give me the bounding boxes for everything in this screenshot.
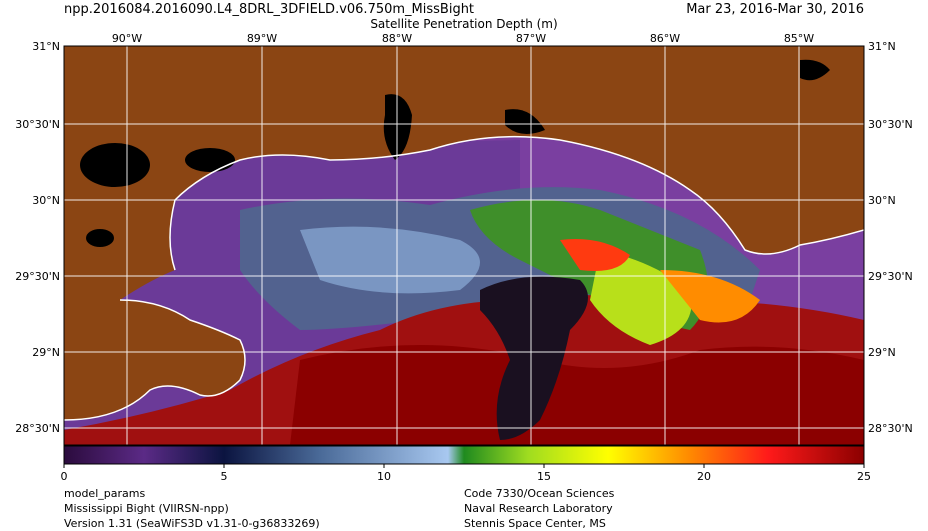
footer-line: Version 1.31 (SeaWiFS3D v1.31-0-g3683326… [64, 517, 320, 530]
land-mass [64, 46, 864, 300]
lon-label: 90°W [112, 32, 142, 45]
lat-label: 30°30'N [868, 118, 913, 131]
latitude-labels-left: 31°N 30°30'N 30°N 29°30'N 29°N 28°30'N [15, 40, 60, 435]
lon-label: 89°W [247, 32, 277, 45]
lat-label: 29°N [32, 346, 60, 359]
map-border [63, 45, 865, 446]
red-patch [560, 239, 630, 271]
colorbar-tick-label: 15 [537, 470, 551, 483]
lon-label: 86°W [650, 32, 680, 45]
footer-line: Code 7330/Ocean Sciences [464, 487, 615, 500]
lat-label: 31°N [32, 40, 60, 53]
lon-label: 85°W [784, 32, 814, 45]
lon-label: 87°W [516, 32, 546, 45]
lat-label: 29°30'N [15, 270, 60, 283]
colorbar-tick-labels: 0 5 10 15 20 25 [61, 470, 872, 483]
colorbar-tick-label: 20 [697, 470, 711, 483]
lat-label: 30°N [32, 194, 60, 207]
footer-right: Code 7330/Ocean Sciences Naval Research … [464, 486, 614, 531]
footer-left: model_params Mississippi Bight (VIIRSN-n… [64, 486, 320, 531]
lake-borgne [185, 148, 235, 172]
colorbar [63, 445, 865, 465]
map-subtitle: Satellite Penetration Depth (m) [370, 17, 558, 31]
graticule [64, 46, 864, 445]
mobile-bay [383, 94, 412, 160]
lat-label: 28°30'N [15, 422, 60, 435]
lat-label: 30°30'N [15, 118, 60, 131]
colorbar-tick-label: 25 [857, 470, 871, 483]
yellow-green-region [590, 250, 692, 345]
footer-line: Naval Research Laboratory [464, 502, 613, 515]
latitude-labels-right: 31°N 30°30'N 30°N 29°30'N 29°N 28°30'N [868, 40, 913, 435]
map-image [64, 46, 864, 445]
lon-label: 88°W [382, 32, 412, 45]
footer-line: model_params [64, 487, 146, 500]
inland-lake [86, 229, 114, 247]
lat-label: 31°N [868, 40, 896, 53]
lat-label: 30°N [868, 194, 896, 207]
lat-label: 29°30'N [868, 270, 913, 283]
orange-region [660, 270, 760, 323]
footer-line: Mississippi Bight (VIIRSN-npp) [64, 502, 229, 515]
delta-coastline [64, 299, 246, 421]
colorbar-tick-label: 10 [377, 470, 391, 483]
lake-pontchartrain [80, 143, 150, 187]
product-filename: npp.2016084.2016090.L4_8DRL_3DFIELD.v06.… [64, 2, 475, 17]
coastline [169, 135, 864, 271]
inland-water-east [800, 59, 830, 81]
light-blue-region [300, 226, 480, 294]
footer-line: Stennis Space Center, MS [464, 517, 606, 530]
dark-red-region [290, 345, 864, 445]
pensacola-bay [505, 109, 545, 134]
lat-label: 28°30'N [868, 422, 913, 435]
lat-label: 29°N [868, 346, 896, 359]
colorbar-tick-label: 5 [221, 470, 228, 483]
longitude-labels: 90°W 89°W 88°W 87°W 86°W 85°W [112, 32, 814, 45]
delta-land [64, 300, 245, 420]
colorbar-tick-label: 0 [61, 470, 68, 483]
date-range: Mar 23, 2016-Mar 30, 2016 [686, 2, 864, 17]
colorbar-ticks [63, 464, 865, 468]
dark-plume [480, 276, 588, 440]
